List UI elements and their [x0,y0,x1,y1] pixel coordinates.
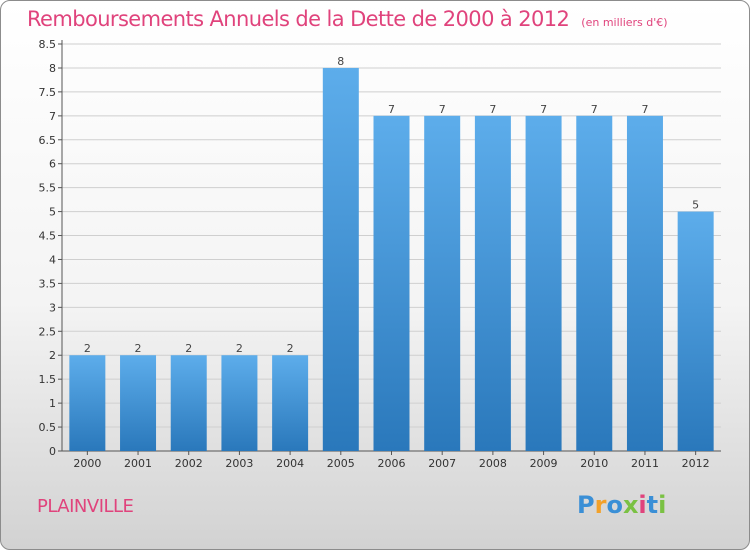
y-tick-label: 4 [49,253,56,266]
bar-value-label: 7 [489,103,496,116]
y-tick-label: 4.5 [39,230,57,243]
y-tick-label: 8 [49,62,56,75]
bar-value-label: 2 [185,342,192,355]
y-tick-label: 2 [49,349,56,362]
logo-letter: t [646,491,659,519]
bar [322,67,359,452]
x-tick-label: 2006 [378,457,406,470]
bar [626,115,663,451]
x-tick-label: 2000 [73,457,101,470]
bar [120,355,157,451]
bar-value-label: 8 [337,55,344,68]
chart-title: Remboursements Annuels de la Dette de 20… [27,7,668,31]
logo-letter: o [606,491,623,519]
bar-value-label: 2 [236,342,243,355]
logo-letter: i [658,491,667,519]
bar-value-label: 2 [135,342,142,355]
logo-letter: r [594,491,607,519]
y-tick-label: 6 [49,158,56,171]
data-labels: 2 2 2 2 2 8 7 7 7 7 7 7 5 [84,55,699,355]
x-tick-label: 2001 [124,457,152,470]
x-tick-label: 2002 [175,457,203,470]
x-tick-label: 2003 [225,457,253,470]
commune-name: PLAINVILLE [37,496,134,517]
x-tick-label: 2005 [327,457,355,470]
x-tick-label: 2012 [682,457,710,470]
logo-letter: P [577,491,595,519]
y-tick-label: 1 [49,397,56,410]
bar [373,115,410,451]
bar-value-label: 7 [388,103,395,116]
y-tick-label: 7.5 [39,86,57,99]
bar [474,115,511,451]
bar [576,115,613,451]
bar-value-label: 7 [439,103,446,116]
y-tick-label: 0.5 [39,421,57,434]
proxiti-logo: Proxiti [577,491,666,519]
y-tick-label: 1.5 [39,373,57,386]
y-tick-label: 6.5 [39,134,57,147]
x-tick-label: 2009 [530,457,558,470]
y-tick-label: 7 [49,110,56,123]
bar-value-label: 7 [540,103,547,116]
y-tick-label: 0 [49,445,56,458]
bar [525,115,562,451]
bar-value-label: 5 [692,199,699,212]
bars [69,67,714,452]
bar [69,355,106,451]
x-tick-label: 2010 [580,457,608,470]
y-tick-label: 5.5 [39,182,57,195]
bar [221,355,258,451]
bar [170,355,207,451]
y-tick-label: 2.5 [39,325,57,338]
x-tick-label: 2011 [631,457,659,470]
y-tick-label: 3.5 [39,277,57,290]
y-tick-label: 5 [49,206,56,219]
bar [424,115,461,451]
x-tick-label: 2007 [428,457,456,470]
bar-value-label: 2 [84,342,91,355]
bar-value-label: 2 [287,342,294,355]
logo-letter: i [638,491,647,519]
chart-title-text: Remboursements Annuels de la Dette de 20… [27,7,570,31]
bar [272,355,309,451]
bar-value-label: 7 [641,103,648,116]
x-tick-label: 2008 [479,457,507,470]
x-tick-label: 2004 [276,457,304,470]
chart-subtitle: (en milliers d'€) [581,16,668,29]
bar-value-label: 7 [591,103,598,116]
y-tick-label: 8.5 [39,38,57,51]
x-tick-labels: 2000 2001 2002 2003 2004 2005 2006 2007 2008 2009… [73,457,709,470]
bar [677,211,714,451]
y-tick-label: 3 [49,301,56,314]
y-tick-labels: 0 0.5 1 1.5 2 2.5 3 3.5 4 4.5 5 5.5 6 6.5 7 7.5 8 8.5 [39,38,57,458]
logo-letter: x [622,491,639,519]
